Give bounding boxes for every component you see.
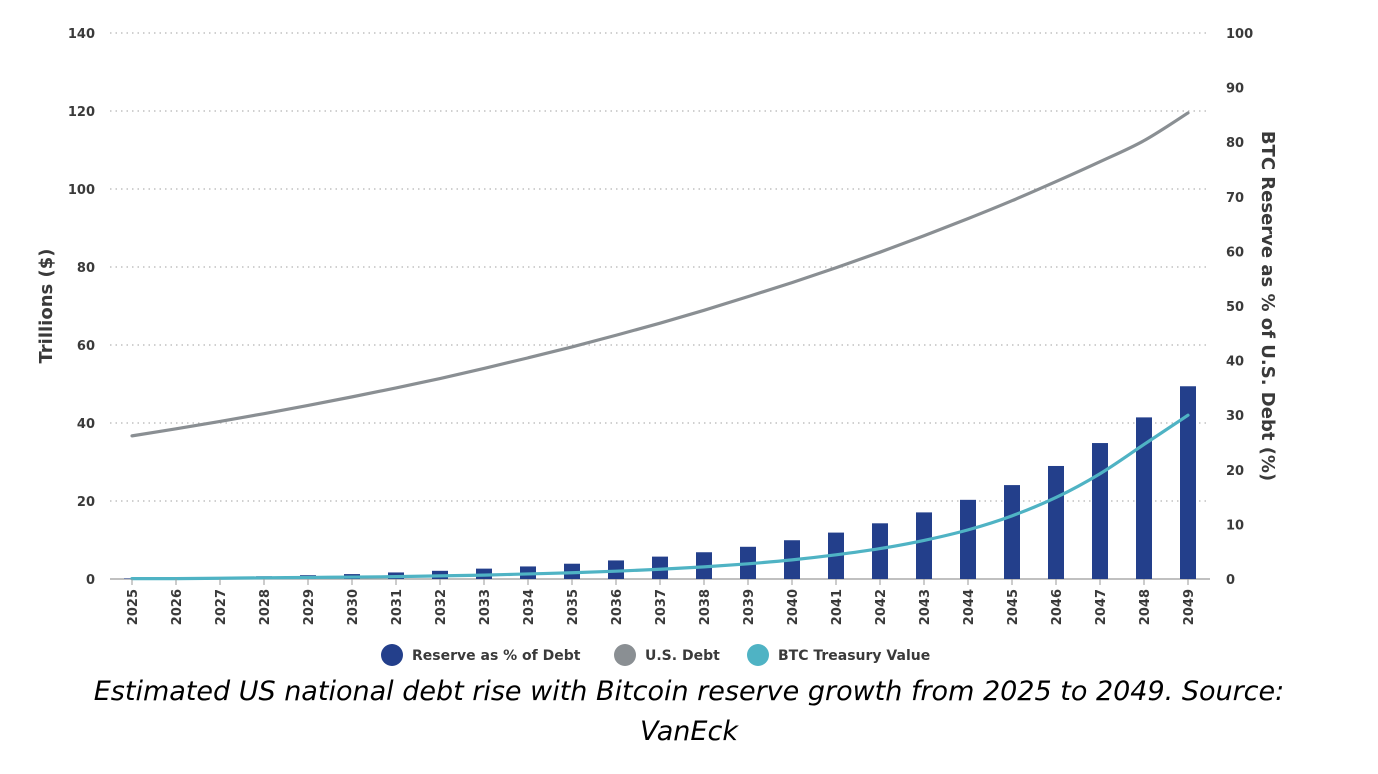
x-tick-label: 2025	[126, 589, 141, 625]
figure-caption: Estimated US national debt rise with Bit…	[0, 672, 1378, 752]
x-tick-label: 2033	[478, 589, 493, 625]
series-line	[130, 111, 1190, 438]
left-tick-label: 60	[77, 339, 95, 354]
x-tick-label: 2037	[654, 589, 669, 625]
x-tick-label: 2043	[918, 589, 933, 625]
left-tick-label: 80	[77, 261, 95, 276]
legend-label: Reserve as % of Debt	[412, 648, 581, 664]
legend: Reserve as % of Debt U.S. Debt BTC Treasur…	[381, 644, 930, 666]
left-axis-title: Trillions ($)	[36, 249, 57, 364]
x-tick-label: 2030	[346, 589, 361, 625]
x-tick-label: 2044	[962, 589, 977, 625]
x-tick-label: 2028	[258, 589, 273, 625]
right-tick-label: 70	[1226, 191, 1244, 206]
line-series	[130, 111, 1190, 581]
right-axis-ticks: 0 10 20 30 40 50 60 70 80 90 100	[1226, 27, 1253, 588]
left-tick-label: 40	[77, 417, 95, 432]
bar	[916, 512, 932, 579]
x-tick-label: 2045	[1006, 589, 1021, 625]
bar	[1048, 465, 1064, 579]
right-tick-label: 60	[1226, 245, 1244, 260]
left-tick-label: 100	[68, 183, 95, 198]
left-tick-label: 140	[68, 27, 95, 42]
right-tick-label: 10	[1226, 518, 1244, 533]
caption-line-1: Estimated US national debt rise with Bit…	[93, 676, 1285, 707]
bar	[1004, 485, 1020, 579]
x-tick-label: 2031	[390, 589, 405, 625]
right-tick-label: 30	[1226, 409, 1244, 424]
x-tick-label: 2042	[874, 589, 889, 625]
legend-label: BTC Treasury Value	[778, 648, 930, 664]
left-tick-label: 120	[68, 105, 95, 120]
x-tick-label: 2039	[742, 589, 757, 625]
right-tick-label: 0	[1226, 573, 1235, 588]
x-tick-label: 2027	[214, 589, 229, 625]
x-tick-label: 2038	[698, 589, 713, 625]
x-tick-label: 2029	[302, 589, 317, 625]
right-tick-label: 80	[1226, 136, 1244, 151]
right-tick-label: 50	[1226, 300, 1244, 315]
series-line	[130, 413, 1190, 581]
x-tick-label: 2046	[1050, 589, 1065, 625]
legend-marker	[614, 644, 636, 666]
legend-marker	[381, 644, 403, 666]
x-tick-label: 2047	[1094, 589, 1109, 625]
bar-series	[124, 386, 1196, 579]
bar	[872, 523, 888, 579]
caption-line-2: VanEck	[640, 716, 738, 747]
x-tick-label: 2049	[1182, 589, 1197, 625]
x-tick-label: 2032	[434, 589, 449, 625]
gridlines	[110, 32, 1210, 580]
bar	[960, 499, 976, 579]
bar	[1092, 443, 1108, 579]
x-axis-ticks: 2025 2026 2027 2028 2029 2030 2031 2032 2033 2034…	[126, 579, 1197, 625]
right-tick-label: 100	[1226, 27, 1253, 42]
left-axis-ticks: 0 20 40 60 80 100 120 140	[68, 27, 95, 588]
right-axis-title: BTC Reserve as % of U.S. Debt (%)	[1257, 131, 1278, 481]
right-tick-label: 20	[1226, 464, 1244, 479]
x-tick-label: 2048	[1138, 589, 1153, 625]
right-tick-label: 40	[1226, 355, 1244, 370]
legend-label: U.S. Debt	[645, 648, 720, 664]
x-tick-label: 2026	[170, 589, 185, 625]
x-tick-label: 2041	[830, 589, 845, 625]
x-tick-label: 2034	[522, 589, 537, 625]
x-tick-label: 2036	[610, 589, 625, 625]
left-tick-label: 20	[77, 495, 95, 510]
bar	[1180, 386, 1196, 579]
legend-marker	[747, 644, 769, 666]
x-tick-label: 2040	[786, 589, 801, 625]
right-tick-label: 90	[1226, 82, 1244, 97]
x-tick-label: 2035	[566, 589, 581, 625]
left-tick-label: 0	[86, 573, 95, 588]
bar	[1136, 417, 1152, 579]
